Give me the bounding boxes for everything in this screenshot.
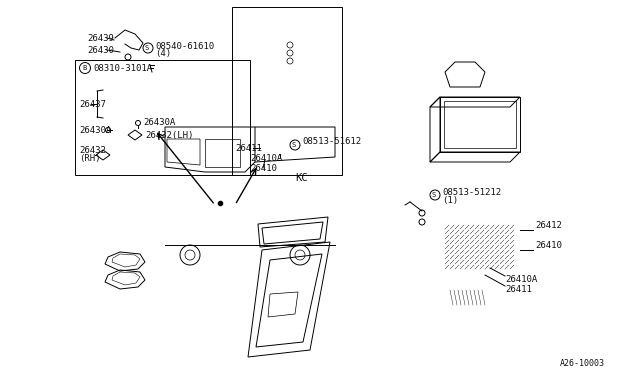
Text: 26432: 26432 xyxy=(79,145,106,154)
Text: (1): (1) xyxy=(442,196,458,205)
Text: (4): (4) xyxy=(155,48,171,58)
Text: S: S xyxy=(292,142,296,148)
Bar xyxy=(232,7,342,175)
Text: 26411: 26411 xyxy=(235,144,262,153)
Text: 26439: 26439 xyxy=(87,33,114,42)
Text: 26432(LH): 26432(LH) xyxy=(145,131,193,140)
Text: B: B xyxy=(82,65,86,71)
Text: 26430: 26430 xyxy=(87,45,114,55)
Text: 08513-51612: 08513-51612 xyxy=(302,137,361,145)
Text: 26430A: 26430A xyxy=(143,118,175,126)
Text: 26430A: 26430A xyxy=(79,125,111,135)
Text: A26-10003: A26-10003 xyxy=(560,359,605,368)
Bar xyxy=(75,60,250,175)
Text: 26410: 26410 xyxy=(250,164,277,173)
Text: 26410A: 26410A xyxy=(250,154,282,163)
Text: S: S xyxy=(145,45,149,51)
Text: 26411: 26411 xyxy=(505,285,532,295)
Text: 26410: 26410 xyxy=(535,241,562,250)
Text: 08540-61610: 08540-61610 xyxy=(155,42,214,51)
Text: 26410A: 26410A xyxy=(505,276,537,285)
Text: 08310-3101A: 08310-3101A xyxy=(93,64,152,73)
Text: S: S xyxy=(432,192,436,198)
Text: KC: KC xyxy=(295,173,307,183)
Text: 26437: 26437 xyxy=(79,99,106,109)
Text: 26412: 26412 xyxy=(535,221,562,230)
Text: 08513-51212: 08513-51212 xyxy=(442,187,501,196)
Text: (RH): (RH) xyxy=(79,154,100,163)
